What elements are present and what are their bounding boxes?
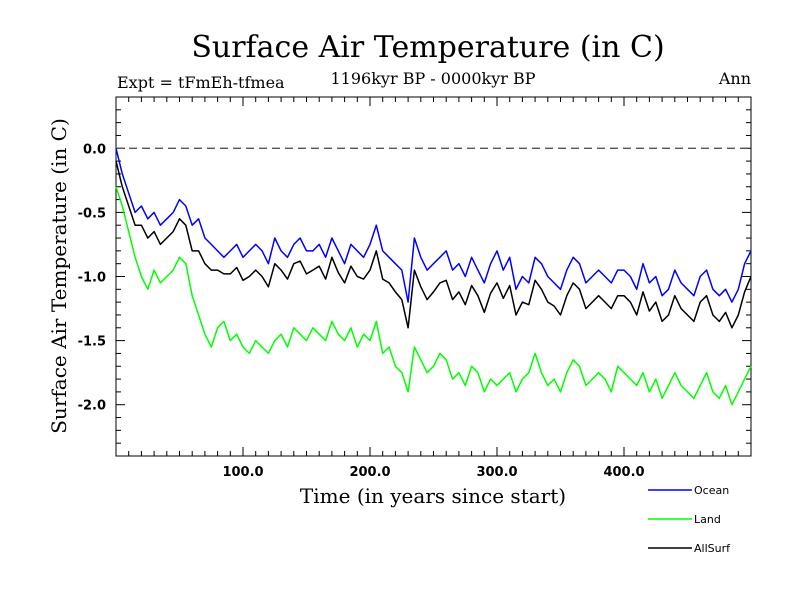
x-tick-label: 300.0 (476, 465, 517, 480)
legend-label-land: Land (694, 513, 721, 526)
y-tick-label: 0.0 (83, 142, 106, 157)
x-tick-label: 200.0 (349, 465, 390, 480)
season-label: Ann (718, 69, 751, 88)
series-line-ocean (115, 148, 752, 303)
time-range-label: 1196kyr BP - 0000kyr BP (331, 69, 536, 88)
legend: Ocean Land AllSurf (648, 484, 731, 555)
series-line-land (115, 186, 752, 406)
experiment-label: Expt = tFmEh-tfmea (117, 73, 285, 92)
y-tick-label: -2.0 (78, 399, 106, 414)
series-line-allsurf (115, 160, 752, 329)
x-tick-label: 400.0 (603, 465, 644, 480)
y-tick-label: -1.0 (78, 271, 106, 286)
y-axis-label: Surface Air Temperature (in C) (47, 118, 71, 434)
axis-ticks: 100.0 200.0 300.0 400.0 0.0 -0.5 -1.0 -1.5 -2.0 (78, 96, 752, 480)
legend-label-ocean: Ocean (694, 484, 729, 497)
chart-title: Surface Air Temperature (in C) (191, 30, 664, 65)
x-axis-label: Time (in years since start) (300, 484, 566, 508)
y-tick-label: -1.5 (78, 335, 106, 350)
y-tick-label: -0.5 (78, 206, 106, 221)
x-tick-label: 100.0 (222, 465, 263, 480)
legend-label-allsurf: AllSurf (694, 542, 731, 555)
series-layer (115, 148, 752, 406)
